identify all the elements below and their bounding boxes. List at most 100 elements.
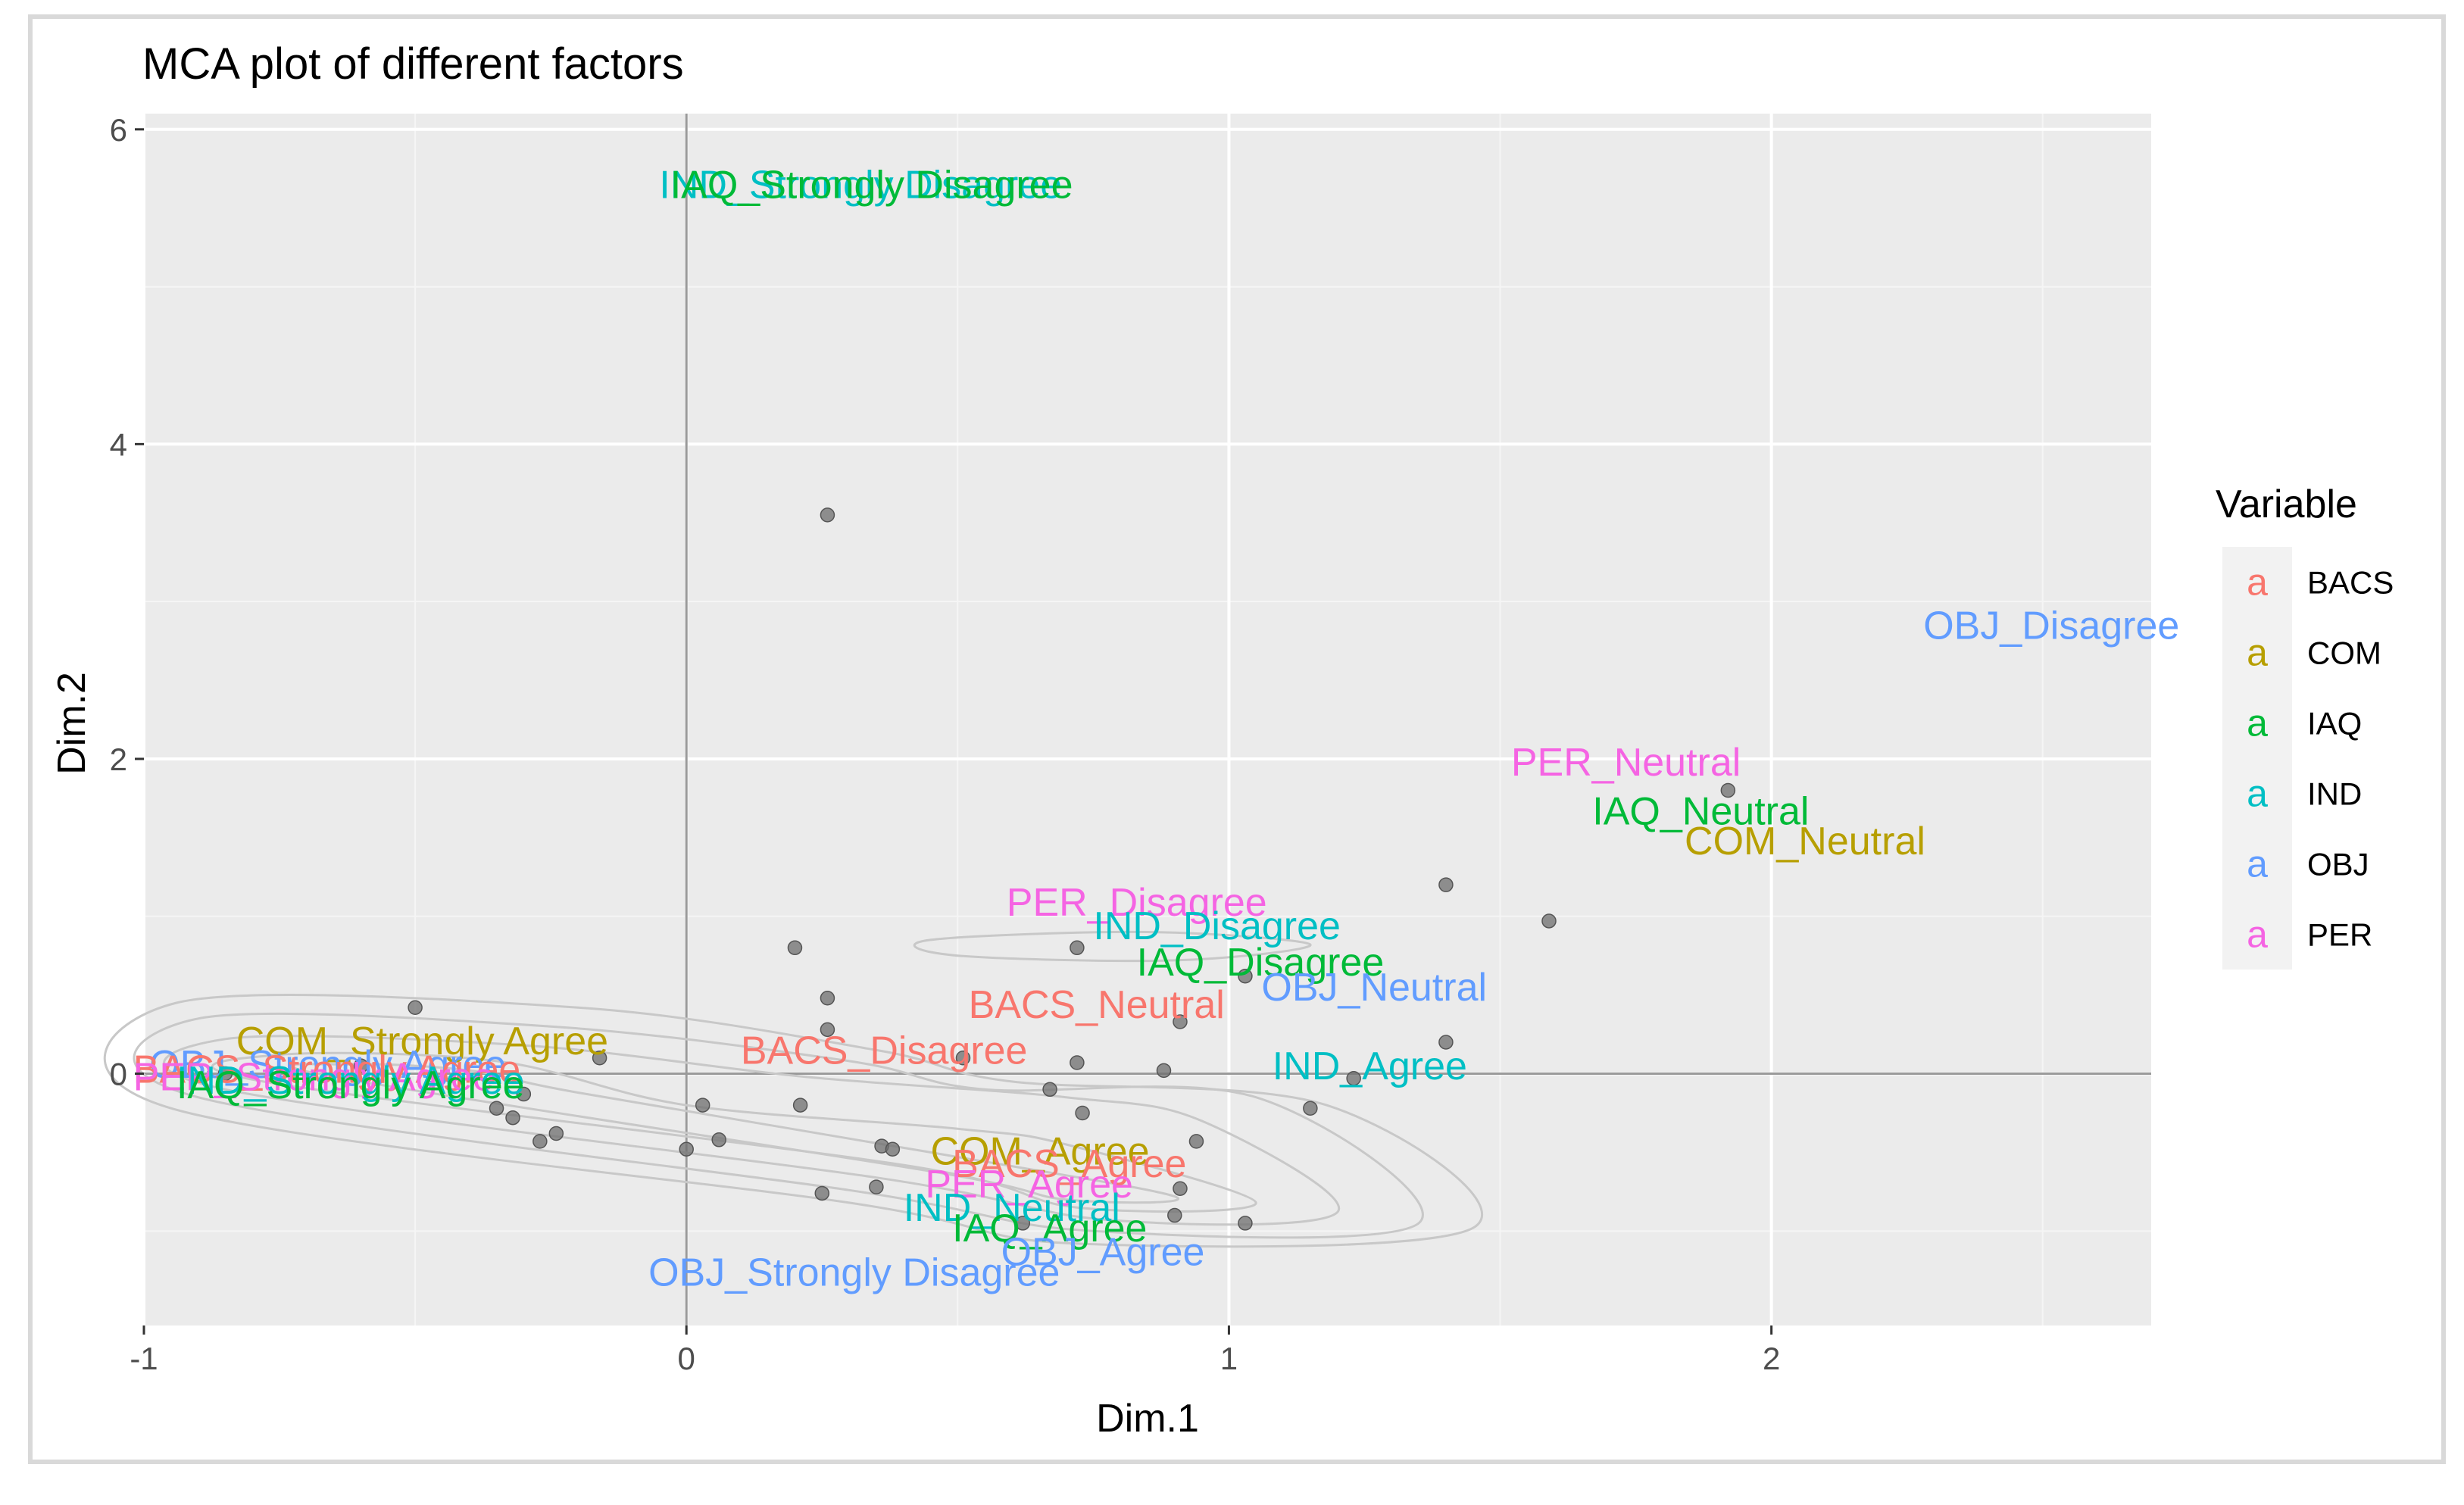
individual-points bbox=[217, 507, 1736, 1231]
category-label: PER_Neutral bbox=[1511, 741, 1741, 785]
legend-label: BACS bbox=[2307, 565, 2394, 601]
x-tick-label: -1 bbox=[130, 1341, 158, 1376]
category-label: IAQ_Neutral bbox=[1592, 790, 1809, 834]
density-contour bbox=[133, 1012, 1424, 1239]
individual-point bbox=[1438, 877, 1454, 892]
individual-point bbox=[1438, 1035, 1454, 1050]
category-label: OBJ_Disagree bbox=[1923, 604, 2179, 648]
individual-point bbox=[787, 940, 803, 956]
category-label: IND_Disagree bbox=[1093, 904, 1341, 948]
individual-point bbox=[1042, 1082, 1057, 1098]
category-label: OBJ_Agree bbox=[1001, 1230, 1205, 1274]
individual-point bbox=[820, 991, 835, 1006]
category-label: BACS_Agree bbox=[952, 1142, 1186, 1186]
individual-point bbox=[505, 1110, 520, 1126]
legend-key bbox=[2222, 899, 2292, 970]
category-label: IND_Strongly Disagree bbox=[659, 164, 1062, 208]
x-tick-label: 0 bbox=[678, 1341, 695, 1376]
legend-label: IAQ bbox=[2307, 706, 2362, 742]
legend-key bbox=[2222, 688, 2292, 758]
individual-point bbox=[792, 1098, 808, 1113]
density-contour bbox=[163, 1035, 1341, 1226]
legend-glyph: a bbox=[2247, 843, 2268, 885]
legend-glyph: a bbox=[2247, 561, 2268, 604]
individual-point bbox=[820, 507, 835, 523]
plot-panel bbox=[144, 114, 2151, 1325]
individual-point bbox=[1173, 1014, 1188, 1029]
individual-point bbox=[1188, 1134, 1204, 1149]
legend-key bbox=[2222, 547, 2292, 617]
individual-point bbox=[955, 1051, 971, 1066]
legend-key bbox=[2222, 617, 2292, 688]
individual-point bbox=[1238, 968, 1253, 984]
category-label: IND_Strongly Agree bbox=[176, 1059, 525, 1103]
density-contour bbox=[289, 1063, 1179, 1204]
density-contour bbox=[913, 930, 1312, 963]
category-label: BACS_Strongly Agree bbox=[133, 1048, 521, 1091]
legend-key bbox=[2222, 829, 2292, 899]
legend: Variable a BACS a COM a IAQ a IND a OBJ a PER bbox=[2216, 482, 2394, 970]
legend-glyph: a bbox=[2247, 702, 2268, 745]
legend-label: OBJ bbox=[2307, 847, 2369, 882]
individual-point bbox=[1167, 1207, 1182, 1223]
category-label: BACS_Disagree bbox=[741, 1029, 1028, 1073]
legend-glyph: a bbox=[2247, 632, 2268, 674]
legend-glyph: a bbox=[2247, 913, 2268, 956]
category-label: IND_Agree bbox=[1273, 1044, 1467, 1088]
category-label: PER_Disagree bbox=[1007, 881, 1267, 925]
grid-minor bbox=[144, 114, 2151, 1325]
individual-point bbox=[1173, 1181, 1188, 1196]
individual-point bbox=[548, 1126, 564, 1141]
y-tick-label: 6 bbox=[110, 112, 127, 148]
category-label: IAQ_Disagree bbox=[1137, 941, 1385, 985]
density-contours bbox=[103, 930, 1484, 1248]
individual-point bbox=[1720, 782, 1736, 798]
x-tick-label: 1 bbox=[1220, 1341, 1238, 1376]
individual-point bbox=[869, 1179, 884, 1194]
axes: -1 0 1 2 0 2 4 6 bbox=[110, 112, 1781, 1376]
category-label: OBJ_Neutral bbox=[1261, 966, 1487, 1010]
x-tick-label: 2 bbox=[1763, 1341, 1780, 1376]
individual-point bbox=[1156, 1063, 1172, 1079]
category-label: COM_Agree bbox=[931, 1129, 1150, 1173]
individual-point bbox=[1075, 1105, 1090, 1121]
category-label: BACS_Neutral bbox=[969, 983, 1225, 1027]
y-axis-label: Dim.2 bbox=[50, 672, 94, 775]
individual-point bbox=[1541, 913, 1557, 929]
individual-point bbox=[1070, 940, 1085, 956]
individual-point bbox=[820, 1022, 835, 1038]
individual-point bbox=[408, 1000, 423, 1016]
individual-point bbox=[814, 1185, 830, 1201]
individual-point bbox=[217, 1066, 233, 1082]
legend-label: IND bbox=[2307, 776, 2362, 812]
y-tick-label: 2 bbox=[110, 742, 127, 777]
individual-point bbox=[679, 1141, 694, 1157]
density-contour bbox=[211, 1051, 1257, 1213]
individual-point bbox=[1303, 1101, 1318, 1116]
y-tick-label: 4 bbox=[110, 426, 127, 462]
category-label: IND_Neutral bbox=[904, 1186, 1120, 1230]
individual-point bbox=[489, 1101, 504, 1116]
legend-key bbox=[2222, 758, 2292, 829]
individual-point bbox=[353, 1058, 369, 1073]
category-label: OBJ_Strongly Disagree bbox=[648, 1251, 1060, 1294]
category-label: COM_Strongly Agree bbox=[236, 1019, 608, 1063]
legend-glyph: a bbox=[2247, 773, 2268, 815]
individual-point bbox=[1015, 1216, 1031, 1231]
y-tick-label: 0 bbox=[110, 1057, 127, 1092]
x-axis-label: Dim.1 bbox=[1096, 1397, 1199, 1441]
category-label: IAQ_Strongly Disagree bbox=[670, 164, 1073, 208]
category-label: PER_Strongly Agree bbox=[133, 1056, 495, 1100]
category-label: IAQ_Strongly Agree bbox=[176, 1063, 525, 1107]
individual-point bbox=[1238, 1216, 1253, 1231]
individual-point bbox=[695, 1098, 710, 1113]
category-label: PER_Agree bbox=[925, 1163, 1133, 1207]
zero-lines bbox=[144, 114, 2151, 1325]
category-label: OBJ_Strongly Agree bbox=[149, 1043, 506, 1087]
individual-point bbox=[592, 1051, 607, 1066]
individual-point bbox=[516, 1086, 532, 1102]
individual-point bbox=[885, 1141, 901, 1157]
category-label: IAQ_Agree bbox=[952, 1207, 1147, 1251]
